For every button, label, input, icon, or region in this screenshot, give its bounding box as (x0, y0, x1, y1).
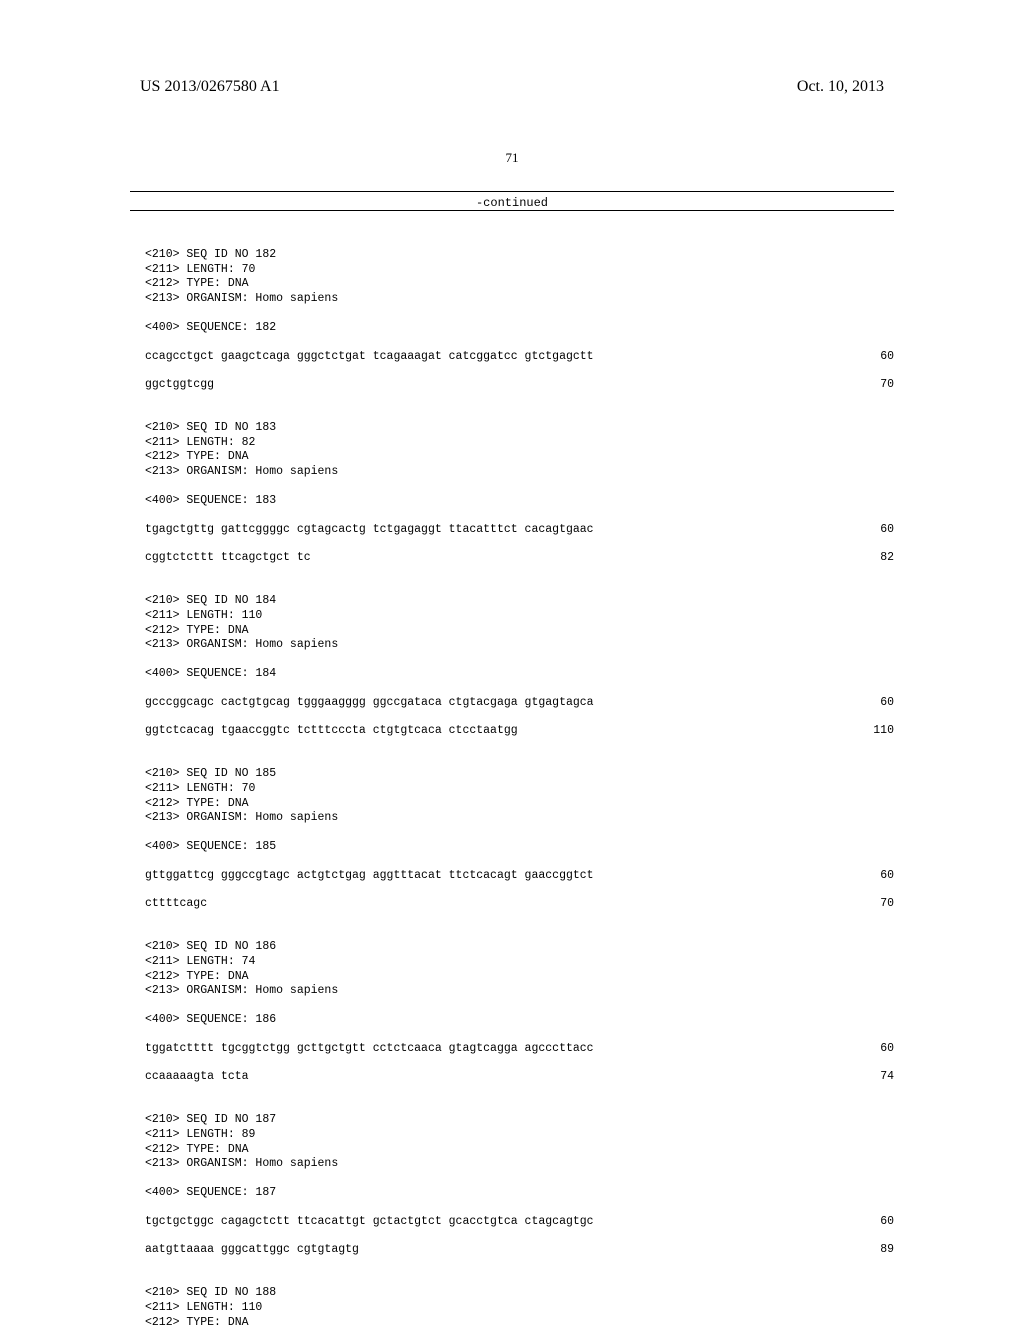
seq-meta-line: <210> SEQ ID NO 183 (145, 421, 894, 436)
seq-meta-line: <211> LENGTH: 82 (145, 436, 894, 451)
seq-meta-line: <212> TYPE: DNA (145, 1143, 894, 1158)
bottom-rule (130, 210, 894, 211)
seq-meta-line: <210> SEQ ID NO 186 (145, 940, 894, 955)
seq-line: ggctggtcgg 70 (145, 378, 894, 393)
seq-meta-line: <211> LENGTH: 70 (145, 263, 894, 278)
seq-meta-line: <213> ORGANISM: Homo sapiens (145, 984, 894, 999)
continued-label: -continued (0, 196, 1024, 210)
seq-position: 60 (854, 1215, 894, 1230)
seq-meta-line: <210> SEQ ID NO 182 (145, 248, 894, 263)
seq-meta-line: <212> TYPE: DNA (145, 970, 894, 985)
seq-line: ccaaaaagta tcta 74 (145, 1070, 894, 1085)
seq-meta-line: <212> TYPE: DNA (145, 277, 894, 292)
seq-meta-line: <212> TYPE: DNA (145, 797, 894, 812)
seq-meta-line: <213> ORGANISM: Homo sapiens (145, 465, 894, 480)
seq-meta-line: <212> TYPE: DNA (145, 624, 894, 639)
seq-position: 60 (854, 1042, 894, 1057)
seq-position: 60 (854, 696, 894, 711)
seq-bases: ccaaaaagta tcta (145, 1070, 249, 1085)
seq-label: <400> SEQUENCE: 186 (145, 1013, 894, 1028)
seq-line: aatgttaaaa gggcattggc cgtgtagtg 89 (145, 1243, 894, 1258)
seq-line: cttttcagc 70 (145, 897, 894, 912)
seq-position: 70 (854, 897, 894, 912)
seq-meta-line: <213> ORGANISM: Homo sapiens (145, 811, 894, 826)
seq-position: 60 (854, 523, 894, 538)
seq-label: <400> SEQUENCE: 184 (145, 667, 894, 682)
seq-bases: ggtctcacag tgaaccggtc tctttcccta ctgtgtc… (145, 724, 518, 739)
seq-position: 89 (854, 1243, 894, 1258)
page-number: 71 (0, 150, 1024, 166)
seq-line: cggtctcttt ttcagctgct tc 82 (145, 551, 894, 566)
seq-label: <400> SEQUENCE: 183 (145, 494, 894, 509)
seq-line: ggtctcacag tgaaccggtc tctttcccta ctgtgtc… (145, 724, 894, 739)
seq-meta-line: <212> TYPE: DNA (145, 450, 894, 465)
seq-meta-line: <210> SEQ ID NO 188 (145, 1286, 894, 1301)
top-rule (130, 191, 894, 192)
seq-meta-line: <211> LENGTH: 74 (145, 955, 894, 970)
seq-meta-line: <210> SEQ ID NO 185 (145, 767, 894, 782)
seq-meta-line: <211> LENGTH: 110 (145, 1301, 894, 1316)
seq-meta-line: <211> LENGTH: 70 (145, 782, 894, 797)
seq-meta-line: <210> SEQ ID NO 184 (145, 594, 894, 609)
seq-bases: aatgttaaaa gggcattggc cgtgtagtg (145, 1243, 359, 1258)
seq-position: 70 (854, 378, 894, 393)
seq-bases: ggctggtcgg (145, 378, 214, 393)
seq-meta-line: <211> LENGTH: 89 (145, 1128, 894, 1143)
seq-bases: gttggattcg gggccgtagc actgtctgag aggttta… (145, 869, 594, 884)
seq-line: ccagcctgct gaagctcaga gggctctgat tcagaaa… (145, 350, 894, 365)
seq-line: gcccggcagc cactgtgcag tgggaagggg ggccgat… (145, 696, 894, 711)
seq-line: gttggattcg gggccgtagc actgtctgag aggttta… (145, 869, 894, 884)
seq-meta-line: <211> LENGTH: 110 (145, 609, 894, 624)
seq-position: 74 (854, 1070, 894, 1085)
doc-id: US 2013/0267580 A1 (140, 78, 280, 96)
seq-meta-line: <210> SEQ ID NO 187 (145, 1113, 894, 1128)
seq-line: tggatctttt tgcggtctgg gcttgctgtt cctctca… (145, 1042, 894, 1057)
seq-line: tgagctgttg gattcggggc cgtagcactg tctgaga… (145, 523, 894, 538)
seq-label: <400> SEQUENCE: 185 (145, 840, 894, 855)
seq-position: 60 (854, 869, 894, 884)
seq-bases: tgctgctggc cagagctctt ttcacattgt gctactg… (145, 1215, 594, 1230)
seq-bases: gcccggcagc cactgtgcag tgggaagggg ggccgat… (145, 696, 594, 711)
seq-line: tgctgctggc cagagctctt ttcacattgt gctactg… (145, 1215, 894, 1230)
seq-label: <400> SEQUENCE: 187 (145, 1186, 894, 1201)
seq-bases: ccagcctgct gaagctcaga gggctctgat tcagaaa… (145, 350, 594, 365)
seq-bases: tggatctttt tgcggtctgg gcttgctgtt cctctca… (145, 1042, 594, 1057)
seq-position: 82 (854, 551, 894, 566)
doc-date: Oct. 10, 2013 (797, 78, 884, 96)
seq-meta-line: <212> TYPE: DNA (145, 1316, 894, 1330)
seq-position: 60 (854, 350, 894, 365)
sequence-listing: <210> SEQ ID NO 182<211> LENGTH: 70<212>… (145, 248, 894, 1330)
seq-bases: tgagctgttg gattcggggc cgtagcactg tctgaga… (145, 523, 594, 538)
seq-label: <400> SEQUENCE: 182 (145, 321, 894, 336)
seq-bases: cttttcagc (145, 897, 207, 912)
seq-position: 110 (854, 724, 894, 739)
seq-bases: cggtctcttt ttcagctgct tc (145, 551, 311, 566)
seq-meta-line: <213> ORGANISM: Homo sapiens (145, 638, 894, 653)
seq-meta-line: <213> ORGANISM: Homo sapiens (145, 1157, 894, 1172)
seq-meta-line: <213> ORGANISM: Homo sapiens (145, 292, 894, 307)
